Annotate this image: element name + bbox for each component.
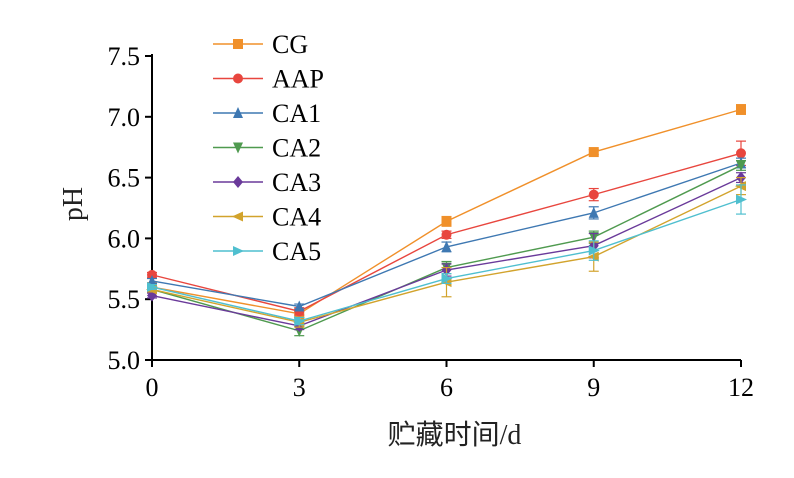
y-tick-label: 7.5	[108, 42, 141, 71]
legend: CG AAP CA1 CA2 CA3 CA4 CA5	[213, 30, 324, 266]
y-tick-label: 6.5	[108, 164, 141, 193]
series-layer	[146, 104, 747, 337]
y-axis-title: pH	[58, 187, 89, 221]
legend-label: CA5	[272, 237, 321, 266]
legend-label: CA4	[272, 203, 321, 232]
y-ticks: 5.0 5.5 6.0 6.5 7.0 7.5	[108, 42, 152, 375]
data-point	[588, 206, 599, 218]
legend-item-ca3: CA3	[213, 168, 321, 197]
y-tick-label: 5.5	[108, 285, 141, 314]
legend-item-cg: CG	[213, 30, 308, 59]
legend-marker	[233, 73, 243, 84]
legend-marker	[233, 39, 243, 49]
data-point	[147, 269, 157, 280]
x-tick-label: 12	[728, 373, 754, 402]
legend-item-ca5: CA5	[213, 237, 321, 266]
y-tick-label: 5.0	[108, 346, 141, 375]
y-tick-label: 6.0	[108, 224, 141, 253]
x-tick-label: 0	[146, 373, 159, 402]
data-point	[588, 147, 599, 158]
legend-item-ca2: CA2	[213, 134, 321, 163]
x-tick-label: 3	[293, 373, 306, 402]
legend-marker	[232, 211, 243, 222]
legend-marker	[233, 246, 244, 256]
x-axis-title: 贮藏时间/d	[388, 419, 522, 451]
series-line	[151, 185, 742, 324]
data-point	[441, 229, 452, 240]
data-point	[736, 194, 747, 205]
data-point	[736, 104, 746, 115]
legend-label: CA2	[272, 134, 321, 163]
data-point	[294, 300, 305, 312]
data-point	[736, 148, 746, 159]
data-point	[441, 273, 453, 284]
y-tick-label: 7.0	[108, 103, 141, 132]
data-point	[588, 189, 599, 200]
legend-label: AAP	[272, 65, 324, 94]
legend-marker	[233, 142, 243, 154]
legend-label: CA3	[272, 168, 321, 197]
x-tick-label: 6	[440, 373, 453, 402]
axes: 0 3 6 9 12 5.0 5.5 6.0 6.5 7.0 7.5	[108, 42, 755, 402]
legend-label: CG	[272, 30, 308, 59]
x-tick-label: 9	[587, 373, 600, 402]
legend-item-aap: AAP	[213, 65, 324, 94]
data-point	[441, 240, 452, 252]
data-point	[441, 216, 452, 227]
legend-marker	[233, 176, 243, 188]
series-ca5	[147, 184, 747, 327]
legend-label: CA1	[272, 99, 321, 128]
data-point	[147, 282, 158, 293]
data-point	[588, 245, 600, 256]
data-point	[736, 160, 746, 172]
legend-item-ca1: CA1	[213, 99, 321, 128]
legend-item-ca4: CA4	[213, 203, 321, 232]
legend-marker	[233, 107, 243, 118]
x-ticks: 0 3 6 9 12	[146, 360, 754, 402]
data-point	[294, 316, 306, 327]
